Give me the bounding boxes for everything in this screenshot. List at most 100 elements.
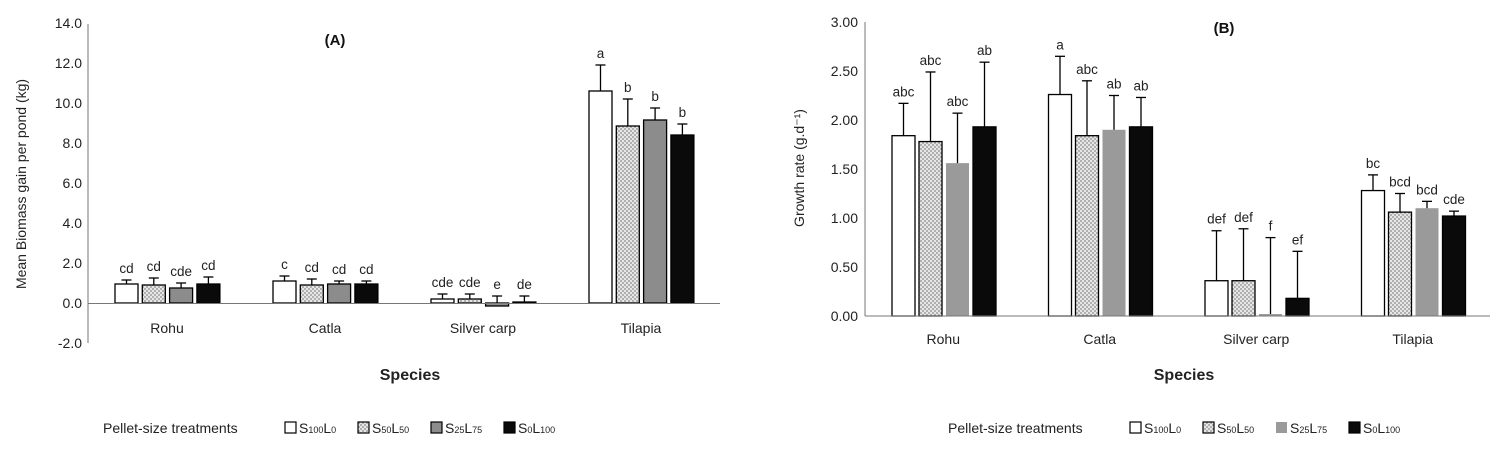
bar bbox=[354, 283, 379, 304]
bar bbox=[1102, 129, 1126, 316]
bar bbox=[512, 301, 537, 304]
legend-swatch bbox=[1276, 422, 1287, 433]
significance-label: def bbox=[1234, 210, 1253, 225]
bar bbox=[299, 284, 324, 304]
significance-label: ef bbox=[1292, 232, 1304, 247]
bar bbox=[588, 90, 613, 304]
bar bbox=[1415, 208, 1439, 316]
significance-label: abc bbox=[947, 94, 969, 109]
x-tick-label: Rohu bbox=[927, 331, 960, 347]
significance-label: f bbox=[1269, 219, 1273, 234]
y-tick-label: 2.50 bbox=[831, 63, 858, 79]
bar bbox=[918, 140, 943, 317]
y-tick-label: 8.0 bbox=[63, 135, 83, 151]
panel-b-ylabel: Growth rate (g.d⁻¹) bbox=[791, 109, 807, 227]
x-tick-label: Tilapia bbox=[1392, 331, 1433, 347]
bar bbox=[1259, 314, 1282, 316]
significance-label: cde bbox=[432, 275, 454, 290]
panel-a-xlabel: Species bbox=[380, 367, 441, 384]
bar bbox=[457, 298, 482, 304]
bar bbox=[642, 119, 668, 304]
bar bbox=[1360, 189, 1386, 317]
bar bbox=[891, 135, 916, 317]
legend-swatch bbox=[357, 421, 370, 434]
legend-label: S50L50 bbox=[1217, 420, 1254, 436]
panel-a-x-ticks: Rohu Catla Silver carp Tilapia bbox=[150, 320, 661, 336]
significance-label: de bbox=[517, 277, 532, 292]
significance-label: bcd bbox=[1416, 182, 1438, 197]
x-tick-label: Catla bbox=[1083, 331, 1116, 347]
bar bbox=[272, 280, 297, 304]
bar bbox=[1074, 135, 1100, 317]
significance-label: cd bbox=[119, 261, 133, 276]
significance-label: cd bbox=[201, 258, 215, 273]
panel-b-y-ticks: 0.00 0.50 1.00 1.50 2.00 2.50 3.00 bbox=[831, 14, 858, 324]
y-tick-label: 0.0 bbox=[63, 295, 83, 311]
significance-label: a bbox=[597, 46, 605, 61]
significance-label: a bbox=[1056, 37, 1064, 52]
y-tick-label: 4.0 bbox=[63, 215, 83, 231]
panel-b-xlabel: Species bbox=[1154, 367, 1215, 384]
y-tick-label: 0.00 bbox=[831, 308, 858, 324]
panel-a-title: (A) bbox=[325, 32, 346, 49]
legend-swatch bbox=[1202, 421, 1215, 434]
significance-label: e bbox=[493, 277, 501, 292]
panel-b: Growth rate (g.d⁻¹) (B) 0.00 0.50 1.00 1.50… bbox=[791, 14, 1490, 384]
significance-label: cd bbox=[359, 262, 373, 277]
panel-b-title: (B) bbox=[1214, 20, 1235, 37]
y-tick-label: 12.0 bbox=[55, 55, 82, 71]
bar bbox=[168, 287, 194, 304]
panel-a-y-ticks: -2.0 0.0 2.0 4.0 6.0 8.0 10.0 12.0 14.0 bbox=[55, 15, 82, 351]
bar bbox=[1387, 211, 1413, 317]
significance-label: cde bbox=[459, 275, 481, 290]
significance-label: c bbox=[281, 257, 288, 272]
y-tick-label: -2.0 bbox=[58, 335, 82, 351]
x-tick-label: Silver carp bbox=[450, 320, 516, 336]
y-tick-label: 3.00 bbox=[831, 14, 858, 30]
legend-label: S25L75 bbox=[1290, 420, 1327, 436]
significance-label: ab bbox=[977, 43, 992, 58]
bar bbox=[326, 283, 352, 304]
significance-label: bc bbox=[1366, 156, 1381, 171]
significance-label: cd bbox=[147, 259, 161, 274]
panel-b-x-ticks: Rohu Catla Silver carp Tilapia bbox=[927, 331, 1434, 347]
bar bbox=[1204, 280, 1229, 317]
y-tick-label: 14.0 bbox=[55, 15, 82, 31]
y-tick-label: 1.00 bbox=[831, 210, 858, 226]
bar bbox=[1441, 215, 1467, 317]
bar bbox=[1128, 126, 1154, 317]
significance-label: abc bbox=[920, 53, 942, 68]
legend-swatch bbox=[1129, 421, 1142, 434]
x-tick-label: Tilapia bbox=[621, 320, 662, 336]
bar bbox=[1231, 280, 1256, 317]
legend-b: Pellet-size treatments S100L0 S50L50 S25L75… bbox=[948, 420, 1400, 436]
y-tick-label: 10.0 bbox=[55, 95, 82, 111]
y-tick-label: 2.00 bbox=[831, 112, 858, 128]
significance-label: ab bbox=[1106, 77, 1121, 92]
legend-label: S50L50 bbox=[372, 420, 409, 436]
bar bbox=[114, 283, 139, 304]
x-tick-label: Rohu bbox=[150, 320, 183, 336]
significance-label: bcd bbox=[1389, 175, 1411, 190]
bar bbox=[141, 284, 166, 304]
significance-label: b bbox=[679, 105, 687, 120]
legend-swatch bbox=[503, 421, 516, 434]
bar bbox=[196, 283, 221, 304]
bar bbox=[430, 298, 455, 304]
significance-label: abc bbox=[1076, 62, 1098, 77]
legend-title: Pellet-size treatments bbox=[103, 420, 238, 436]
x-tick-label: Silver carp bbox=[1223, 331, 1289, 347]
legend-label: S100L0 bbox=[1144, 420, 1181, 436]
panel-a-ylabel: Mean Biomass gain per pond (kg) bbox=[13, 79, 29, 289]
x-tick-label: Catla bbox=[309, 320, 342, 336]
y-tick-label: 2.0 bbox=[63, 255, 83, 271]
significance-label: cde bbox=[1443, 192, 1465, 207]
significance-label: def bbox=[1207, 212, 1226, 227]
y-tick-label: 0.50 bbox=[831, 259, 858, 275]
legend-swatch bbox=[430, 421, 443, 434]
y-tick-label: 6.0 bbox=[63, 175, 83, 191]
legend-label: S25L75 bbox=[445, 420, 482, 436]
